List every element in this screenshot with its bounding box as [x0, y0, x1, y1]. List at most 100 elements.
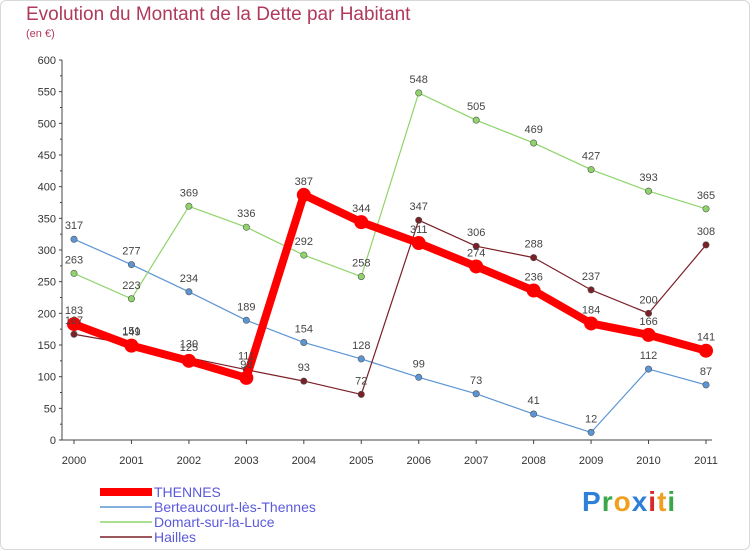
data-label-domart-sur-la-luce: 292	[295, 236, 313, 248]
data-point-hailles	[70, 330, 78, 338]
x-tick-label: 2008	[521, 455, 545, 467]
data-label-thennes: 149	[122, 327, 140, 339]
legend-label-hailles: Hailles	[154, 529, 196, 545]
data-label-domart-sur-la-luce: 548	[410, 74, 428, 86]
data-label-domart-sur-la-luce: 505	[467, 101, 485, 113]
data-label-thennes: 274	[467, 247, 485, 259]
y-tick-label: 600	[38, 55, 56, 67]
data-label-berteaucourt-les-thennes: 99	[413, 358, 425, 370]
legend-label-thennes: THENNES	[154, 484, 221, 500]
series-line-berteaucourt-les-thennes	[73, 238, 707, 433]
data-label-thennes: 166	[639, 316, 657, 328]
logo-letter: x	[631, 486, 649, 517]
data-point-berteaucourt-les-thennes	[415, 373, 423, 381]
x-tick-label: 2002	[177, 455, 201, 467]
data-point-domart-sur-la-luce	[242, 223, 250, 231]
data-point-hailles	[472, 242, 480, 250]
y-tick-label: 550	[38, 87, 56, 99]
data-label-thennes: 236	[524, 272, 542, 284]
data-label-hailles: 93	[298, 362, 310, 374]
data-label-domart-sur-la-luce: 393	[639, 172, 657, 184]
data-point-berteaucourt-les-thennes	[357, 355, 365, 363]
data-point-domart-sur-la-luce	[300, 251, 308, 259]
x-tick-label: 2007	[464, 455, 488, 467]
data-point-thennes	[354, 215, 369, 230]
data-point-thennes	[641, 327, 656, 342]
y-tick-label: 0	[50, 435, 56, 447]
data-label-thennes: 387	[295, 176, 313, 188]
y-tick-label: 100	[38, 372, 56, 384]
data-point-hailles	[587, 286, 595, 294]
logo-letter: i	[648, 486, 658, 517]
y-tick-label: 450	[38, 150, 56, 162]
logo-letter: t	[657, 486, 668, 517]
data-point-thennes	[411, 236, 426, 251]
data-label-hailles: 130	[180, 339, 198, 351]
series-line-domart-sur-la-luce	[73, 92, 707, 300]
data-label-hailles: 200	[639, 294, 657, 306]
data-point-berteaucourt-les-thennes	[645, 365, 653, 373]
legend-label-berteaucourt-les-thennes: Berteaucourt-lès-Thennes	[154, 499, 316, 515]
data-label-berteaucourt-les-thennes: 112	[640, 350, 658, 362]
y-tick-label: 150	[38, 340, 56, 352]
data-point-berteaucourt-les-thennes	[300, 338, 308, 346]
data-label-berteaucourt-les-thennes: 234	[180, 273, 198, 285]
data-point-domart-sur-la-luce	[587, 166, 595, 174]
y-tick-label: 250	[38, 277, 56, 289]
data-label-berteaucourt-les-thennes: 73	[470, 375, 482, 387]
data-label-berteaucourt-les-thennes: 277	[122, 246, 140, 258]
data-label-hailles: 237	[582, 271, 600, 283]
data-point-hailles	[530, 254, 538, 262]
x-tick-label: 2005	[349, 455, 373, 467]
data-label-berteaucourt-les-thennes: 41	[528, 395, 540, 407]
data-point-domart-sur-la-luce	[357, 273, 365, 281]
y-tick-label: 500	[38, 118, 56, 130]
data-point-domart-sur-la-luce	[127, 295, 135, 303]
data-label-thennes: 184	[582, 304, 600, 316]
logo-letter: i	[667, 486, 677, 517]
data-point-thennes	[699, 343, 713, 358]
data-point-thennes	[124, 338, 139, 353]
data-point-berteaucourt-les-thennes	[70, 235, 78, 243]
data-point-berteaucourt-les-thennes	[242, 316, 250, 324]
data-point-berteaucourt-les-thennes	[530, 410, 538, 418]
data-label-berteaucourt-les-thennes: 189	[237, 301, 255, 313]
data-label-domart-sur-la-luce: 263	[65, 254, 83, 266]
data-point-hailles	[300, 377, 308, 385]
data-point-domart-sur-la-luce	[472, 116, 480, 124]
data-point-hailles	[415, 216, 423, 224]
chart-title: Evolution du Montant de la Dette par Hab…	[26, 4, 411, 25]
data-label-domart-sur-la-luce: 258	[352, 258, 370, 270]
data-point-thennes	[239, 370, 254, 385]
data-label-thennes: 344	[352, 203, 370, 215]
x-tick-label: 2000	[62, 455, 86, 467]
x-tick-label: 2001	[119, 455, 143, 467]
data-label-hailles: 306	[467, 227, 485, 239]
data-point-thennes	[469, 259, 484, 274]
data-label-berteaucourt-les-thennes: 12	[585, 413, 597, 425]
data-label-hailles: 151	[122, 325, 140, 337]
logo-letter: r	[601, 486, 614, 517]
data-point-thennes	[526, 283, 541, 298]
legend-label-domart-sur-la-luce: Domart-sur-la-Luce	[154, 514, 275, 530]
data-label-thennes: 141	[697, 332, 715, 344]
data-point-thennes	[181, 353, 196, 368]
data-label-hailles: 167	[65, 315, 83, 327]
data-label-berteaucourt-les-thennes: 154	[295, 323, 313, 335]
data-label-hailles: 288	[524, 239, 542, 251]
y-tick-label: 50	[44, 403, 56, 415]
logo-letter: P	[582, 486, 602, 517]
data-point-domart-sur-la-luce	[645, 187, 653, 195]
data-point-berteaucourt-les-thennes	[472, 390, 480, 398]
data-point-thennes	[584, 316, 599, 331]
data-label-domart-sur-la-luce: 469	[524, 124, 542, 136]
x-tick-label: 2003	[234, 455, 258, 467]
data-label-hailles: 72	[355, 375, 367, 387]
data-label-domart-sur-la-luce: 369	[180, 187, 198, 199]
y-tick-label: 350	[38, 213, 56, 225]
data-label-thennes: 183	[65, 305, 83, 317]
data-label-domart-sur-la-luce: 223	[122, 280, 140, 292]
logo-letter: o	[613, 486, 632, 517]
data-label-thennes: 98	[240, 359, 252, 371]
